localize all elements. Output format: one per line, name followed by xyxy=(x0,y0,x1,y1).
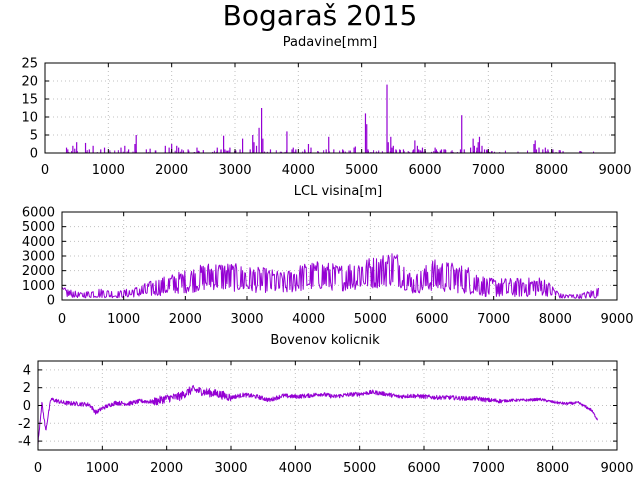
y-tick-label: -4 xyxy=(18,435,31,450)
y-tick-label: 6000 xyxy=(22,206,55,221)
y-tick-label: 4000 xyxy=(22,235,55,250)
y-tick-label: 3000 xyxy=(22,250,55,265)
x-tick-label: 0 xyxy=(58,312,66,327)
y-tick-label: 2000 xyxy=(22,264,55,279)
x-tick-label: 4000 xyxy=(292,312,325,327)
y-tick-label: 1000 xyxy=(22,279,55,294)
y-tick-label: 25 xyxy=(21,57,38,72)
y-tick-label: 0 xyxy=(23,399,31,414)
x-tick-label: 3000 xyxy=(230,312,263,327)
x-tick-label: 9000 xyxy=(600,461,633,476)
x-tick-label: 1000 xyxy=(86,461,119,476)
x-tick-label: 4000 xyxy=(279,461,312,476)
x-tick-label: 7000 xyxy=(477,312,510,327)
y-tick-label: 5000 xyxy=(22,220,55,235)
x-tick-label: 8000 xyxy=(535,163,568,178)
bowen-ratio-panel: Bovenov kolicnik 0 1000 2000 3000 4000 5000 60… xyxy=(18,333,634,476)
x-tick-label: 2000 xyxy=(169,312,202,327)
x-tick-label: 8000 xyxy=(539,312,572,327)
x-tick-label: 2000 xyxy=(155,163,188,178)
x-tick-label: 0 xyxy=(34,461,42,476)
x-tick-label: 7000 xyxy=(472,163,505,178)
y-tick-label: 5 xyxy=(30,129,38,144)
lcl-height-panel: LCL visina[m] 0 1000 2000 3000 4000 5000 6000 7… xyxy=(22,184,634,327)
lcl-height-title: LCL visina[m] xyxy=(294,184,382,199)
x-tick-label: 5000 xyxy=(345,163,378,178)
precipitation-panel: Padavine[mm] 0 1000 2000 3000 4000 5000 6000 70… xyxy=(21,35,631,178)
x-tick-label: 6000 xyxy=(407,461,440,476)
x-tick-label: 6000 xyxy=(415,312,448,327)
x-tick-label: 1000 xyxy=(92,163,125,178)
x-tick-label: 6000 xyxy=(408,163,441,178)
y-tick-label: 15 xyxy=(21,93,38,108)
x-tick-label: 7000 xyxy=(472,461,505,476)
x-tick-label: 5000 xyxy=(343,461,376,476)
y-tick-label: 0 xyxy=(47,294,55,309)
bowen-ratio-series xyxy=(37,384,599,445)
x-tick-label: 3000 xyxy=(214,461,247,476)
x-tick-label: 0 xyxy=(41,163,49,178)
x-tick-label: 8000 xyxy=(536,461,569,476)
x-tick-label: 3000 xyxy=(218,163,251,178)
y-tick-label: 10 xyxy=(21,111,38,126)
x-tick-label: 9000 xyxy=(600,312,633,327)
bowen-ratio-title: Bovenov kolicnik xyxy=(270,333,380,348)
y-tick-label: 0 xyxy=(30,147,38,162)
y-tick-label: -2 xyxy=(18,417,31,432)
x-tick-label: 1000 xyxy=(107,312,140,327)
x-tick-label: 4000 xyxy=(282,163,315,178)
main-title: Bogaraš 2015 xyxy=(223,0,418,32)
x-tick-label: 5000 xyxy=(354,312,387,327)
y-tick-label: 20 xyxy=(21,75,38,90)
x-tick-label: 2000 xyxy=(150,461,183,476)
precipitation-title: Padavine[mm] xyxy=(283,35,377,50)
plot-frame xyxy=(44,62,616,154)
lcl-height-series xyxy=(61,253,599,299)
x-tick-label: 9000 xyxy=(598,163,631,178)
y-tick-label: 4 xyxy=(23,363,31,378)
y-tick-label: 2 xyxy=(23,381,31,396)
